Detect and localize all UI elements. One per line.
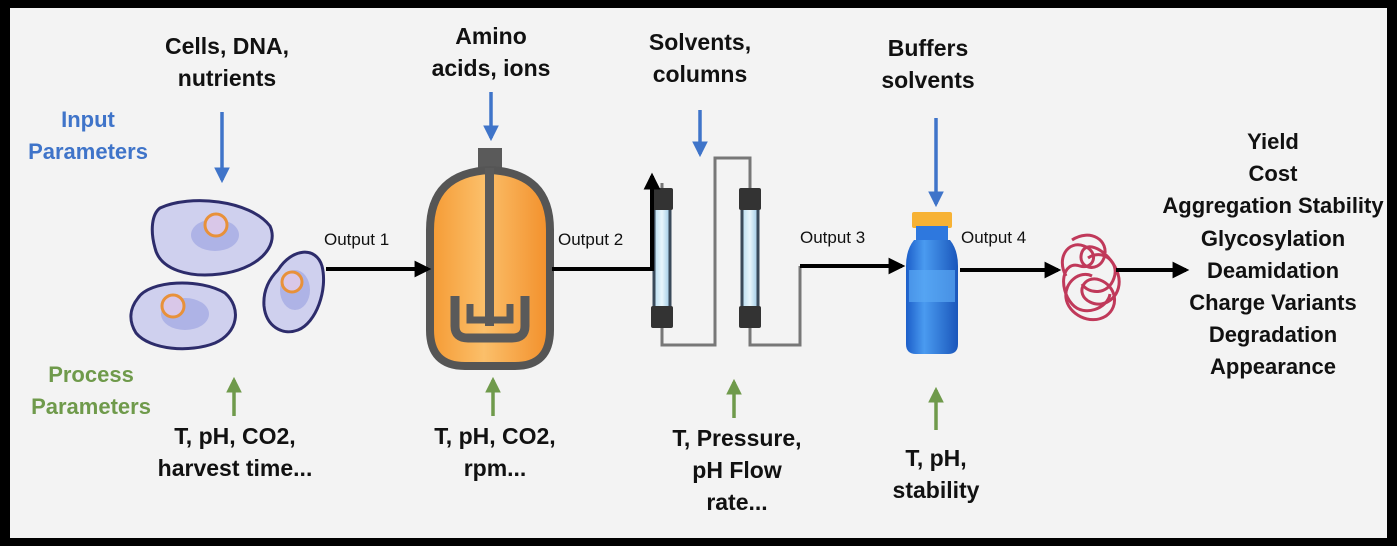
diagram-canvas: Input Parameters Process Parameters Cell… (10, 8, 1387, 538)
process-parameters-label: Process Parameters (20, 359, 162, 423)
process-label-cells: T, pH, CO2, harvest time... (130, 420, 340, 484)
column-right-cap-bottom (739, 306, 761, 328)
quality-attribute: Degradation (1208, 322, 1338, 348)
bioreactor-motor (478, 148, 502, 170)
process-label-bioreactor: T, pH, CO2, rpm... (400, 420, 590, 484)
output-1-label: Output 1 (324, 230, 390, 249)
protein-illustration (1060, 233, 1121, 322)
process-label-line: T, pH, CO2, (434, 423, 556, 449)
column-left (652, 206, 672, 310)
input-parameters-label: Input Parameters (20, 104, 156, 168)
process-parameter-arrows (226, 376, 944, 430)
bioreactor-impeller (450, 296, 530, 343)
vial-cap (912, 212, 952, 228)
cell-organelle (160, 293, 186, 319)
column-left-cap-bottom (651, 306, 673, 328)
input-parameter-arrows (214, 92, 944, 208)
column-right (740, 206, 760, 310)
bioreactor-shaft (485, 168, 494, 326)
input-label-line: Buffers (887, 35, 969, 61)
quality-attribute: Aggregation Stability (1162, 193, 1384, 219)
input-label-line: nutrients (177, 65, 277, 91)
process-label-line: stability (892, 477, 980, 503)
vial-label (909, 270, 955, 302)
cell-organelle (280, 270, 304, 294)
vial-neck (916, 226, 948, 240)
quality-attributes-list: Yield Cost Aggregation Stability Glycosy… (1158, 126, 1387, 384)
process-label-line: pH Flow (692, 457, 782, 483)
cells-illustration (129, 199, 325, 351)
process-label-line: T, pH, (905, 445, 967, 471)
column-right-cap-top (739, 188, 761, 210)
output-2-label: Output 2 (558, 230, 624, 249)
chromatography-columns-illustration (651, 156, 802, 347)
output-4-label: Output 4 (961, 228, 1027, 247)
process-label-line: T, Pressure, (672, 425, 802, 451)
process-diagram-graphics (129, 92, 1190, 430)
input-label-line: Cells, DNA, (165, 33, 289, 59)
input-label-line: Amino (455, 23, 527, 49)
quality-attribute: Deamidation (1206, 257, 1340, 283)
process-flow-arrows (326, 172, 1190, 279)
column-tubing (660, 156, 802, 347)
quality-attribute: Yield (1247, 129, 1299, 154)
process-parameters-label-line: Parameters (31, 394, 151, 419)
process-label-vial: T, pH, stability (856, 442, 1016, 506)
process-label-line: harvest time... (157, 455, 313, 481)
input-label-line: columns (652, 61, 748, 87)
bioreactor-illustration (426, 148, 554, 370)
input-label-line: acids, ions (431, 55, 551, 81)
input-label-line: Solvents, (648, 29, 752, 55)
column-left-cap-top (651, 188, 673, 210)
output-2-arrow (552, 172, 661, 271)
input-label-cells: Cells, DNA, nutrients (127, 30, 327, 94)
vial-illustration (906, 212, 958, 354)
quality-attribute: Appearance (1210, 354, 1336, 380)
input-label-buffers: Buffers solvents (838, 32, 1018, 96)
cell-organelle (203, 212, 229, 238)
input-label-amino-acids: Amino acids, ions (401, 20, 581, 84)
input-parameters-label-line: Parameters (28, 139, 148, 164)
quality-attribute: Charge Variants (1189, 290, 1357, 316)
process-label-chromatography: T, Pressure, pH Flow rate... (642, 422, 832, 518)
process-label-line: rate... (706, 489, 768, 515)
input-label-line: solvents (881, 67, 975, 93)
quality-attribute: Glycosylation (1200, 225, 1346, 251)
bioreactor-impeller-inner (466, 304, 514, 324)
input-parameters-label-line: Input (61, 107, 115, 132)
quality-attribute: Cost (1248, 161, 1298, 187)
input-label-solvents: Solvents, columns (610, 26, 790, 90)
output-3-label: Output 3 (800, 228, 866, 247)
process-label-line: rpm... (463, 455, 527, 481)
process-parameters-label-line: Process (48, 362, 134, 387)
process-label-line: T, pH, CO2, (174, 423, 296, 449)
